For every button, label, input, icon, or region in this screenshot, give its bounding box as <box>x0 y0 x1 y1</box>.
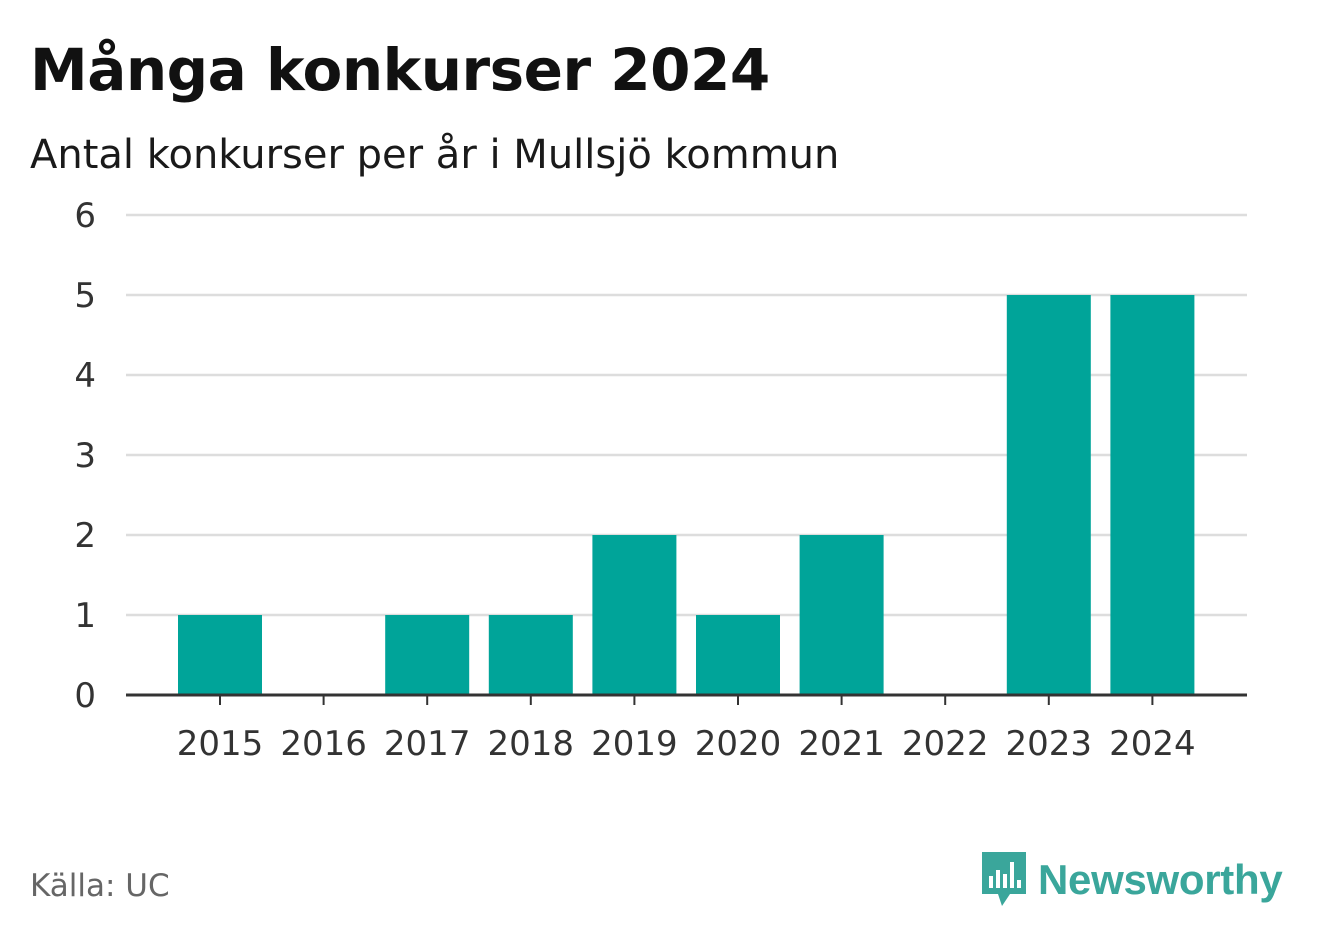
y-tick-label: 5 <box>74 276 96 316</box>
y-tick-label: 0 <box>74 676 96 716</box>
axes: 0 1 2 3 4 5 6 2015 2016 2017 2018 2019 2020 2021 2022 2… <box>74 196 1247 764</box>
y-tick-label: 4 <box>74 356 96 396</box>
x-tick-label: 2015 <box>177 724 264 764</box>
y-tick-label: 6 <box>74 196 96 236</box>
chart-title: Många konkurser 2024 <box>30 36 770 104</box>
y-tick-label: 1 <box>74 596 96 636</box>
newsworthy-brand[interactable]: Newsworthy <box>980 850 1283 910</box>
bar-2023[interactable] <box>1006 295 1091 695</box>
brand-name: Newsworthy <box>1038 856 1283 903</box>
x-tick-label: 2024 <box>1109 724 1196 764</box>
y-tick-label: 3 <box>74 436 96 476</box>
bar-2018[interactable] <box>488 615 573 695</box>
bar-2017[interactable] <box>385 615 470 695</box>
x-tick-label: 2022 <box>902 724 989 764</box>
newsworthy-logo-icon <box>982 852 1026 906</box>
bars <box>178 295 1195 695</box>
x-tick-label: 2018 <box>488 724 575 764</box>
bar-2015[interactable] <box>178 615 262 695</box>
x-tick-label: 2021 <box>798 724 885 764</box>
x-tick-label: 2020 <box>695 724 782 764</box>
bar-2019[interactable] <box>592 535 677 695</box>
chart-subtitle: Antal konkurser per år i Mullsjö kommun <box>30 132 840 178</box>
bar-2021[interactable] <box>799 535 884 695</box>
x-tick-label: 2016 <box>280 724 367 764</box>
bar-2024[interactable] <box>1110 295 1195 695</box>
bar-2020[interactable] <box>696 615 780 695</box>
x-tick-label: 2023 <box>1006 724 1093 764</box>
source-label: Källa: UC <box>30 868 170 904</box>
x-tick-label: 2019 <box>591 724 678 764</box>
x-tick-label: 2017 <box>384 724 471 764</box>
y-tick-label: 2 <box>74 516 96 556</box>
